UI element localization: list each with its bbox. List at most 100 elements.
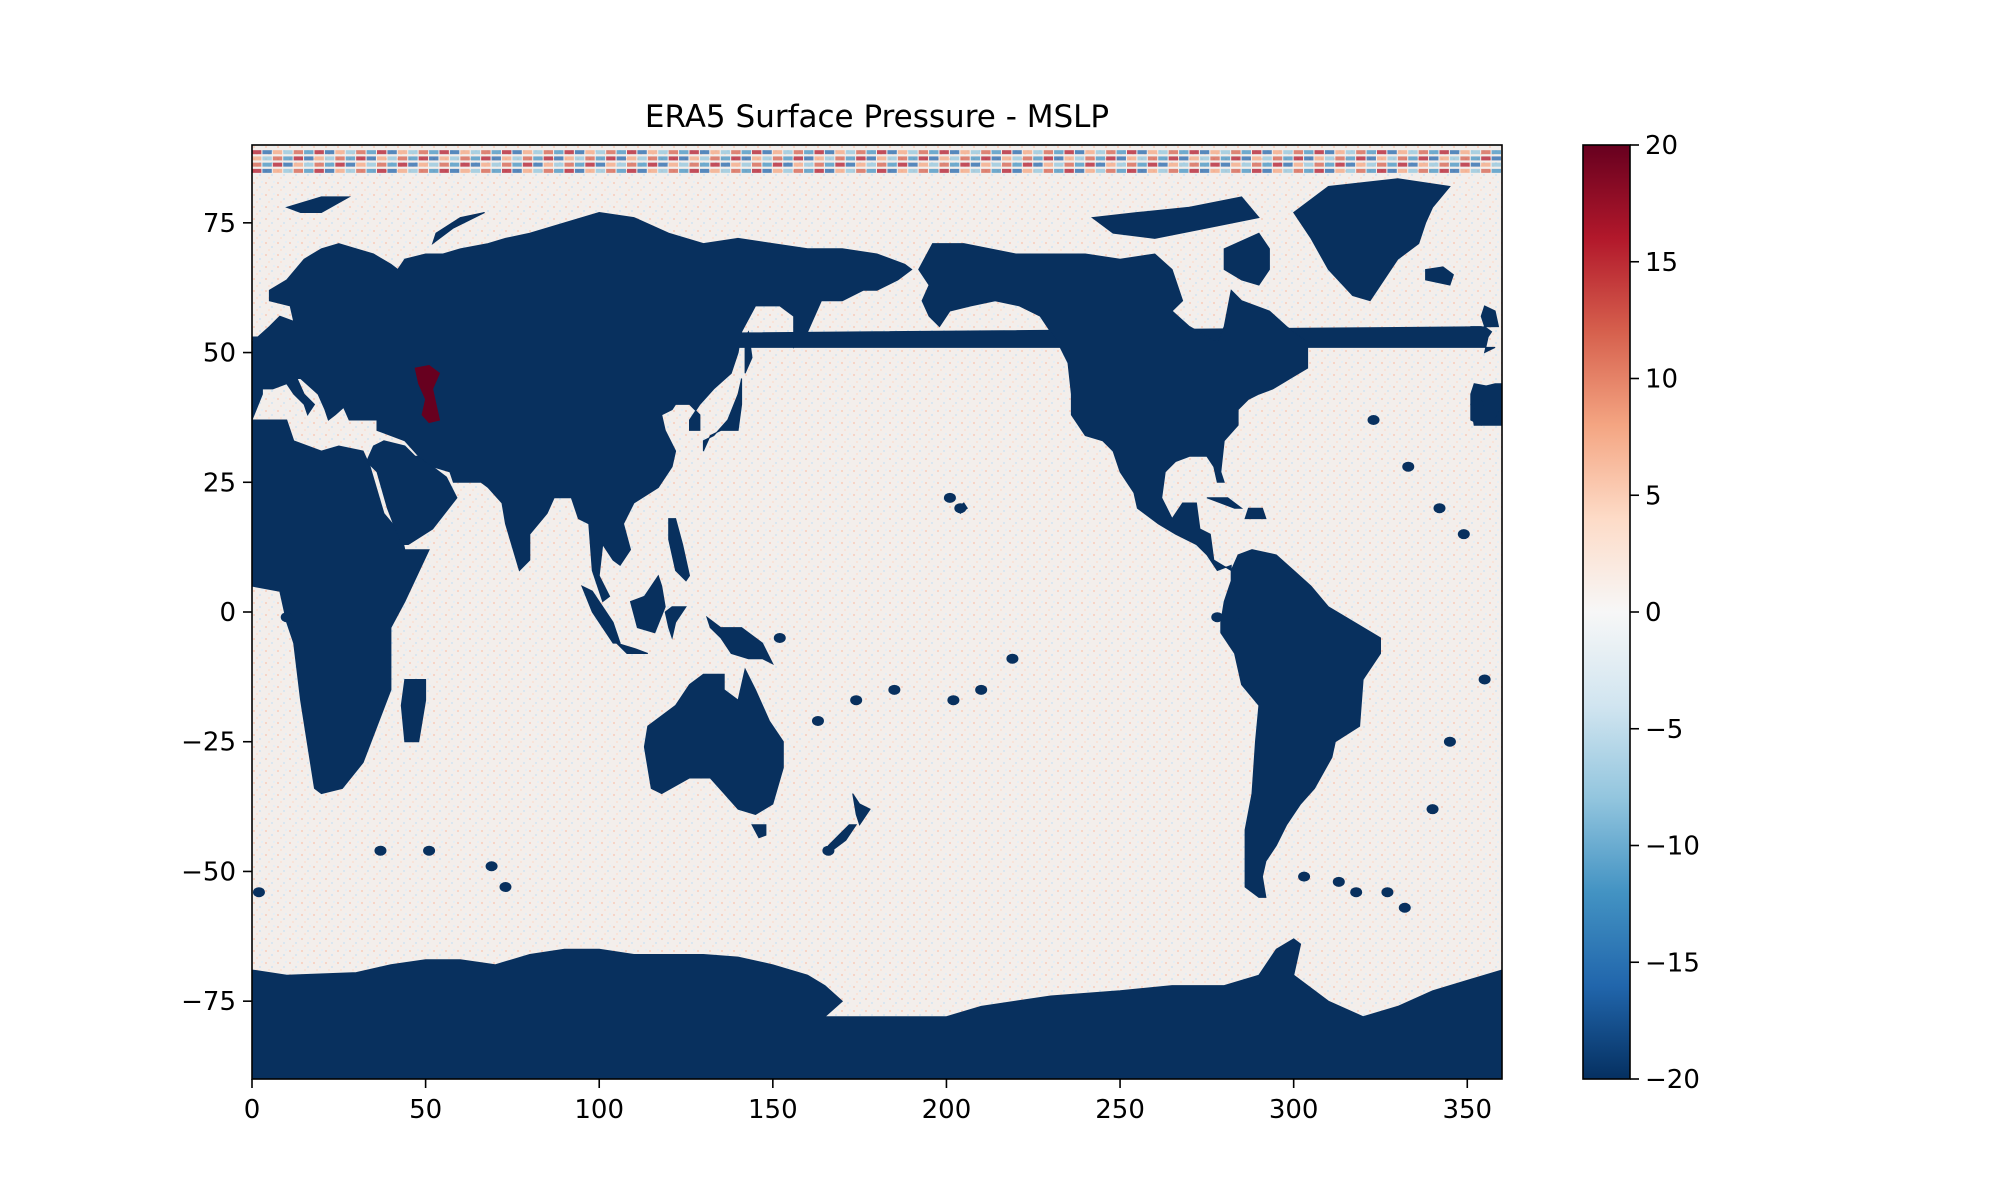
polar-noise-cell [1064, 150, 1074, 155]
polar-noise-cell [627, 162, 637, 167]
polar-noise-cell [574, 150, 585, 155]
polar-noise-cell [1356, 150, 1366, 155]
polar-noise-cell [689, 168, 699, 173]
polar-noise-cell [554, 150, 564, 155]
polar-noise-cell [1252, 156, 1262, 161]
polar-noise-cell [460, 150, 470, 155]
polar-noise-cell [470, 150, 481, 155]
polar-noise-cell [262, 168, 272, 173]
polar-noise-cell [835, 162, 845, 167]
polar-noise-cell [1189, 168, 1199, 173]
polar-noise-cell [720, 150, 731, 155]
polar-noise-cell [1356, 168, 1366, 173]
polar-noise-cell [887, 168, 897, 173]
polar-noise-cell [1272, 162, 1283, 167]
polar-noise-cell [1054, 168, 1064, 173]
land-arctic-archipelago [1090, 196, 1260, 239]
polar-noise-cell [1074, 156, 1085, 161]
polar-noise-cell [1304, 162, 1314, 167]
polar-noise-cell [1127, 168, 1137, 173]
polar-noise-cell [845, 156, 856, 161]
polar-noise-cell [1012, 168, 1022, 173]
polar-noise-cell [481, 150, 491, 155]
polar-noise-cell [1387, 168, 1397, 173]
polar-noise-cell [1304, 156, 1314, 161]
polar-noise-cell [1460, 162, 1470, 167]
polar-noise-cell [1241, 156, 1251, 161]
polar-noise-cell [554, 156, 564, 161]
polar-noise-cell [1324, 156, 1335, 161]
polar-noise-cell [699, 168, 710, 173]
polar-noise-cell [991, 162, 1001, 167]
chart-title: ERA5 Surface Pressure - MSLP [645, 99, 1109, 135]
polar-noise-cell [824, 162, 835, 167]
polar-noise-cell [564, 150, 574, 155]
polar-noise-cell [1241, 162, 1251, 167]
polar-noise-cell [1199, 168, 1210, 173]
polar-noise-cell [1335, 162, 1345, 167]
polar-noise-cell [1168, 150, 1179, 155]
polar-noise-cell [502, 162, 512, 167]
polar-noise-cell [335, 168, 345, 173]
polar-noise-cell [981, 156, 991, 161]
land-madagascar [400, 679, 427, 743]
polar-noise-cell [1127, 150, 1137, 155]
polar-noise-cell [647, 150, 658, 155]
polar-noise-cell [533, 156, 543, 161]
polar-noise-cell [512, 150, 522, 155]
polar-noise-cell [522, 150, 533, 155]
polar-noise-cell [939, 150, 949, 155]
polar-noise-cell [824, 168, 835, 173]
colorbar-tick-label: 10 [1645, 365, 1678, 395]
polar-noise-cell [1262, 168, 1272, 173]
polar-noise-cell [522, 156, 533, 161]
polar-noise-cell [1054, 156, 1064, 161]
polar-noise-cell [512, 168, 522, 173]
polar-noise-cell [356, 168, 366, 173]
polar-noise-cell [1116, 150, 1126, 155]
polar-noise-cell [595, 150, 606, 155]
polar-noise-cell [668, 168, 679, 173]
polar-noise-cell [1085, 150, 1095, 155]
polar-noise-cell [699, 162, 710, 167]
polar-noise-cell [377, 168, 387, 173]
polar-noise-cell [1241, 168, 1251, 173]
polar-noise-cell [793, 156, 804, 161]
polar-noise-cell [1127, 162, 1137, 167]
polar-noise-cell [970, 150, 981, 155]
polar-noise-cell [991, 156, 1001, 161]
polar-noise-cell [949, 168, 960, 173]
polar-noise-cell [1095, 162, 1106, 167]
land-island [423, 845, 436, 856]
polar-noise-cell [1179, 156, 1189, 161]
polar-noise-cell [377, 150, 387, 155]
colorbar-tick-label: 15 [1645, 248, 1678, 278]
polar-noise-cell [1387, 162, 1397, 167]
polar-noise-cell [252, 162, 262, 167]
polar-noise-cell [1335, 150, 1345, 155]
polar-noise-cell [1179, 168, 1189, 173]
polar-noise-cell [908, 156, 918, 161]
polar-noise-cell [1022, 162, 1033, 167]
polar-noise-cell [304, 162, 314, 167]
polar-noise-cell [283, 162, 293, 167]
polar-noise-cell [699, 150, 710, 155]
land-island [954, 503, 967, 514]
polar-noise-cell [762, 156, 772, 161]
land-south-america [1220, 549, 1381, 898]
polar-noise-cell [1199, 162, 1210, 167]
polar-noise-cell [429, 156, 439, 161]
polar-noise-cell [1408, 162, 1418, 167]
polar-noise-cell [1252, 162, 1262, 167]
polar-noise-cell [1345, 168, 1356, 173]
polar-noise-cell [481, 162, 491, 167]
polar-noise-cell [1439, 162, 1449, 167]
polar-noise-cell [1147, 150, 1158, 155]
polar-noise-cell [793, 168, 804, 173]
polar-noise-cell [1356, 162, 1366, 167]
land-antarctica [252, 938, 1502, 1079]
polar-noise-cell [1345, 156, 1356, 161]
polar-noise-cell [1168, 162, 1179, 167]
land-philippines [668, 518, 691, 582]
land-baffin [1223, 232, 1270, 286]
